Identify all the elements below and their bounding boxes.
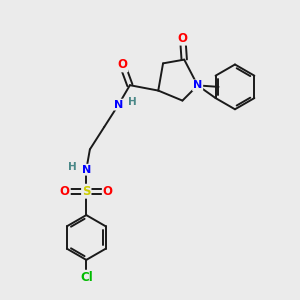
Text: O: O — [103, 185, 113, 198]
Text: O: O — [178, 32, 188, 45]
Text: H: H — [68, 162, 76, 172]
Text: Cl: Cl — [80, 271, 93, 284]
Text: S: S — [82, 185, 91, 198]
Text: N: N — [82, 165, 91, 175]
Text: N: N — [114, 100, 123, 110]
Text: O: O — [60, 185, 70, 198]
Text: O: O — [117, 58, 128, 71]
Text: N: N — [193, 80, 202, 90]
Text: H: H — [128, 97, 137, 107]
